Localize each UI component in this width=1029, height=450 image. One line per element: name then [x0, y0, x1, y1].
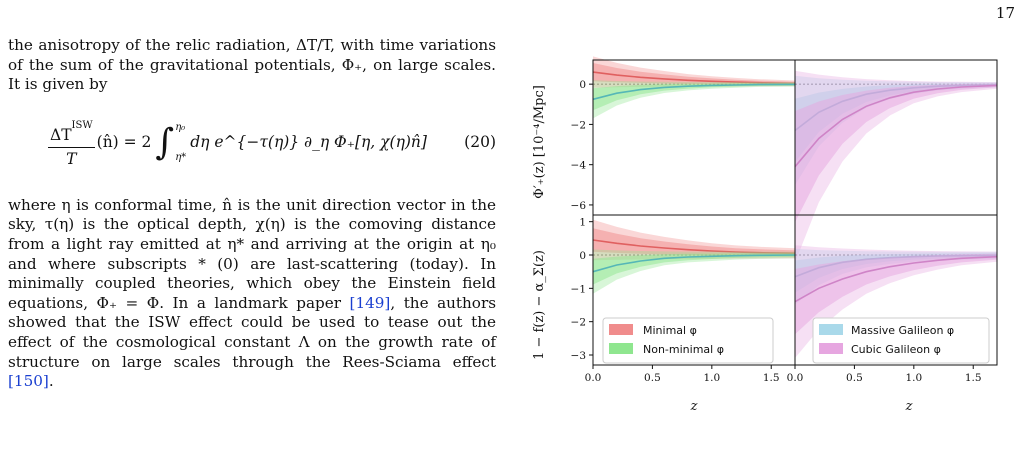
legend-label-massive-galileon: Massive Galileon φ [851, 324, 954, 337]
series-line-cubic-galileon [794, 84, 998, 168]
band-cubic-galileon [795, 253, 997, 335]
series-line-minimal [592, 71, 796, 85]
x-axis-label-right: z [905, 399, 913, 414]
paragraph-main: where η is conformal time, n̂ is the uni… [8, 196, 496, 392]
x-tick-label: 1.5 [965, 372, 982, 384]
x-tick-label: 0.0 [787, 372, 804, 384]
citation-149-link[interactable]: [149] [349, 293, 391, 312]
y-tick-label: 0 [579, 250, 586, 262]
page-number: 17 [995, 4, 1015, 22]
x-tick-label: 0.5 [846, 372, 863, 384]
x-tick-label: 0.5 [644, 372, 661, 384]
panel-frame [794, 214, 998, 366]
y-tick-label: −2 [571, 317, 586, 329]
top-panel-ylabel: Φ′₊(z) [10⁻⁴/Mpc] [532, 85, 547, 199]
paragraph-main-text-c: . [48, 372, 54, 391]
series-line-non-minimal [592, 83, 796, 101]
equation-numerator: ΔT [50, 125, 72, 144]
equation-superscript: ISW [71, 119, 93, 131]
series-line-cubic-galileon [794, 255, 998, 303]
y-tick-label: −6 [571, 200, 587, 212]
x-tick-label: 1.5 [763, 372, 780, 384]
legend-swatch-minimal [609, 324, 633, 335]
paragraph-intro: the anisotropy of the relic radiation, Δ… [8, 36, 496, 94]
paragraph-main-text-a: where η is conformal time, n̂ is the uni… [8, 195, 496, 312]
integral-sign: ∫ η₀ η* [155, 118, 186, 168]
bottom-panel-ylabel: 1 − f(z) − α_Σ(z) [532, 250, 547, 360]
legend-left: Minimal φ Non-minimal φ [602, 317, 774, 364]
x-tick-label: 1.0 [905, 372, 922, 384]
y-tick-label: 1 [579, 217, 586, 229]
series-line-minimal [592, 239, 796, 255]
text-column: the anisotropy of the relic radiation, Δ… [8, 36, 496, 392]
equation-denominator: T [66, 150, 77, 169]
figure-panels: 0 −2 −4 −6 1 0 −1 −2 −3 0.0 0.5 1.0 1.5 0.0 0.5 1.0 1.5 [571, 56, 998, 384]
equation-number: (20) [464, 132, 496, 151]
y-tick-label: −4 [571, 160, 587, 172]
y-tick-label: −1 [571, 283, 586, 295]
band-non-minimal [593, 83, 795, 111]
legend-label-minimal: Minimal φ [643, 324, 697, 337]
legend-label-cubic-galileon: Cubic Galileon φ [851, 343, 941, 356]
series-line-non-minimal [592, 254, 796, 273]
x-axis-label-left: z [690, 399, 698, 414]
integral-lower-limit: η* [175, 152, 187, 164]
integral-upper-limit: η₀ [175, 121, 186, 133]
x-tick-label: 1.0 [703, 372, 720, 384]
legend-right: Massive Galileon φ Cubic Galileon φ [812, 317, 990, 364]
y-tick-label: −2 [571, 119, 586, 131]
band-minimal [593, 63, 795, 85]
paragraph-main-text-b: , the authors showed that the ISW effect… [8, 293, 496, 371]
band-cubic-galileon [795, 83, 997, 223]
isw-figure: Φ′₊(z) [10⁻⁴/Mpc] 1 − f(z) − α_Σ(z) z z … [532, 56, 998, 414]
band-minimal [593, 228, 795, 257]
y-tick-label: 0 [579, 79, 586, 91]
citation-150-link[interactable]: [150] [8, 372, 49, 391]
legend-swatch-cubic-galileon [819, 343, 843, 354]
legend-swatch-nonminimal [609, 343, 633, 354]
equation-lhs-argument: (n̂) = 2 [96, 132, 152, 151]
legend-label-nonminimal: Non-minimal φ [643, 343, 724, 356]
equation-integrand: dη e^{−τ(η)} ∂_η Φ₊[η, χ(η)n̂] [190, 132, 427, 151]
x-tick-label: 0.0 [585, 372, 602, 384]
equation-fraction: ΔTISW T [48, 116, 95, 170]
legend-swatch-massive-galileon [819, 324, 843, 335]
equation-20: ΔTISW T (n̂) = 2 ∫ η₀ η* dη e^{−τ(η)} ∂_… [8, 96, 496, 190]
y-tick-label: −3 [571, 350, 586, 362]
